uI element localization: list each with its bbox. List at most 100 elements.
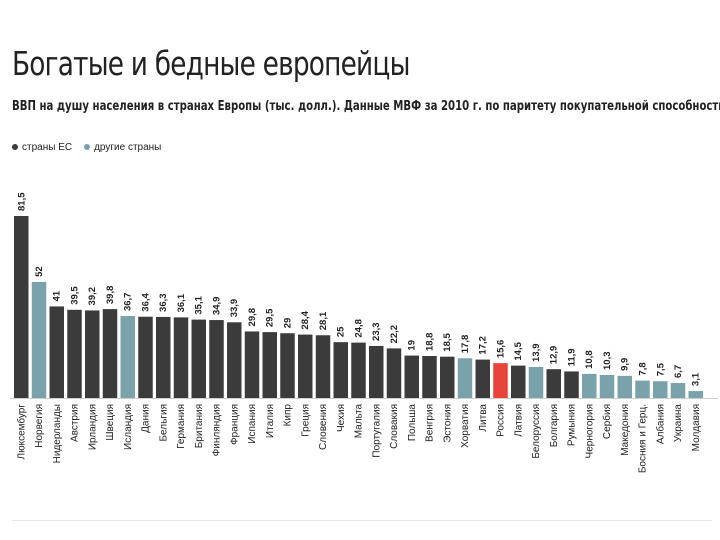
bar — [369, 345, 384, 398]
category-label: Швеция — [105, 404, 116, 441]
category-label: Польша — [407, 404, 418, 442]
value-label: 36,7 — [123, 293, 134, 312]
value-label: 24,8 — [354, 319, 365, 338]
value-label: 18,8 — [425, 333, 436, 352]
value-label: 3,1 — [691, 372, 702, 386]
value-label: 15,6 — [496, 340, 507, 359]
value-label: 17,8 — [460, 335, 471, 354]
category-label: Италия — [265, 404, 276, 438]
category-label: Словакия — [389, 404, 400, 449]
value-label: 7,8 — [638, 362, 649, 375]
bar — [617, 375, 632, 398]
category-label: Молдавия — [691, 404, 702, 451]
category-label: Македония — [620, 404, 631, 456]
bar — [67, 309, 82, 398]
bar — [493, 363, 508, 398]
category-label: Греция — [300, 404, 311, 437]
category-label: Британия — [194, 404, 205, 448]
bar — [227, 322, 242, 398]
bar — [599, 375, 615, 398]
bar — [511, 365, 526, 398]
value-label: 23,3 — [371, 322, 382, 341]
category-label: Албания — [654, 404, 666, 444]
value-label: 52 — [34, 266, 45, 277]
bar — [422, 356, 437, 398]
bar — [528, 366, 544, 398]
legend-item-eu: страны ЕС — [12, 142, 72, 153]
bar — [635, 380, 650, 398]
value-label: 36,1 — [176, 293, 187, 312]
legend-eu-label: страны ЕС — [22, 141, 73, 153]
value-label: 33,9 — [229, 299, 240, 318]
value-label: 7,5 — [655, 362, 666, 376]
category-label: Румыния — [567, 404, 578, 446]
category-label: Литва — [478, 404, 489, 432]
value-label: 28,4 — [300, 310, 311, 329]
bar — [209, 320, 224, 398]
bar — [475, 359, 490, 398]
bar — [31, 281, 47, 398]
bar — [85, 310, 100, 398]
value-label: 34,9 — [212, 297, 223, 316]
legend-item-other: другие страны — [84, 142, 161, 153]
bar — [173, 317, 189, 398]
legend-other-label: другие страны — [94, 141, 162, 153]
bar — [138, 316, 153, 398]
value-label: 14,5 — [513, 341, 524, 360]
bar — [546, 369, 561, 398]
category-label: Бельгия — [158, 404, 169, 442]
bar — [457, 358, 473, 398]
category-label: Мальта — [354, 404, 365, 439]
value-label: 17,2 — [478, 336, 489, 355]
legend-other-swatch — [84, 144, 91, 150]
bar — [315, 335, 331, 398]
category-label: Нидерланды — [52, 404, 63, 463]
category-label: Австрия — [70, 404, 81, 442]
bar — [440, 356, 455, 398]
value-label: 10,3 — [602, 352, 613, 371]
category-label: Белоруссия — [531, 404, 542, 459]
value-label: 25 — [336, 326, 347, 337]
category-label: Дания — [141, 404, 152, 433]
value-label: 13,9 — [531, 343, 542, 362]
bar — [670, 383, 686, 398]
legend-eu-swatch — [12, 144, 18, 150]
category-label: Словения — [318, 404, 329, 450]
bar — [582, 373, 597, 398]
value-label: 41 — [52, 290, 63, 301]
category-label: Кипр — [283, 404, 294, 427]
value-label: 9,9 — [620, 358, 631, 371]
category-label: Украина — [673, 404, 684, 443]
category-label: Эстония — [442, 404, 453, 443]
value-label: 22,2 — [389, 325, 400, 344]
value-label: 19 — [407, 340, 418, 351]
category-label: Сербия — [601, 404, 613, 439]
value-label: 29,8 — [247, 308, 258, 327]
value-label: 35,1 — [194, 295, 205, 314]
value-label: 39,5 — [70, 286, 81, 305]
category-label: Венгрия — [425, 404, 436, 442]
category-label: Португалия — [371, 404, 382, 458]
bar — [333, 342, 348, 398]
value-label: 36,4 — [141, 293, 152, 312]
bar — [156, 316, 171, 398]
value-label: 11,9 — [567, 348, 578, 366]
value-label: 10,8 — [584, 350, 595, 369]
category-label: Люксембург — [15, 404, 27, 460]
value-label: 18,5 — [442, 332, 453, 351]
chart-subtitle: ВВП на душу населения в странах Европы (… — [12, 99, 720, 114]
bar — [191, 319, 206, 398]
chart-title: Богатые и бедные европейцы — [12, 44, 410, 83]
value-label: 81,5 — [16, 192, 27, 211]
bar — [386, 348, 402, 398]
category-label: Норвегия — [34, 404, 45, 448]
category-label: Россия — [496, 404, 507, 437]
category-label: Болгария — [549, 404, 560, 447]
bar — [298, 334, 313, 398]
category-label: Латвия — [513, 404, 524, 437]
category-label: Черногория — [584, 404, 595, 458]
category-label: Финляндия — [212, 404, 223, 456]
value-label: 29,5 — [265, 308, 276, 327]
value-label: 39,8 — [105, 286, 116, 305]
